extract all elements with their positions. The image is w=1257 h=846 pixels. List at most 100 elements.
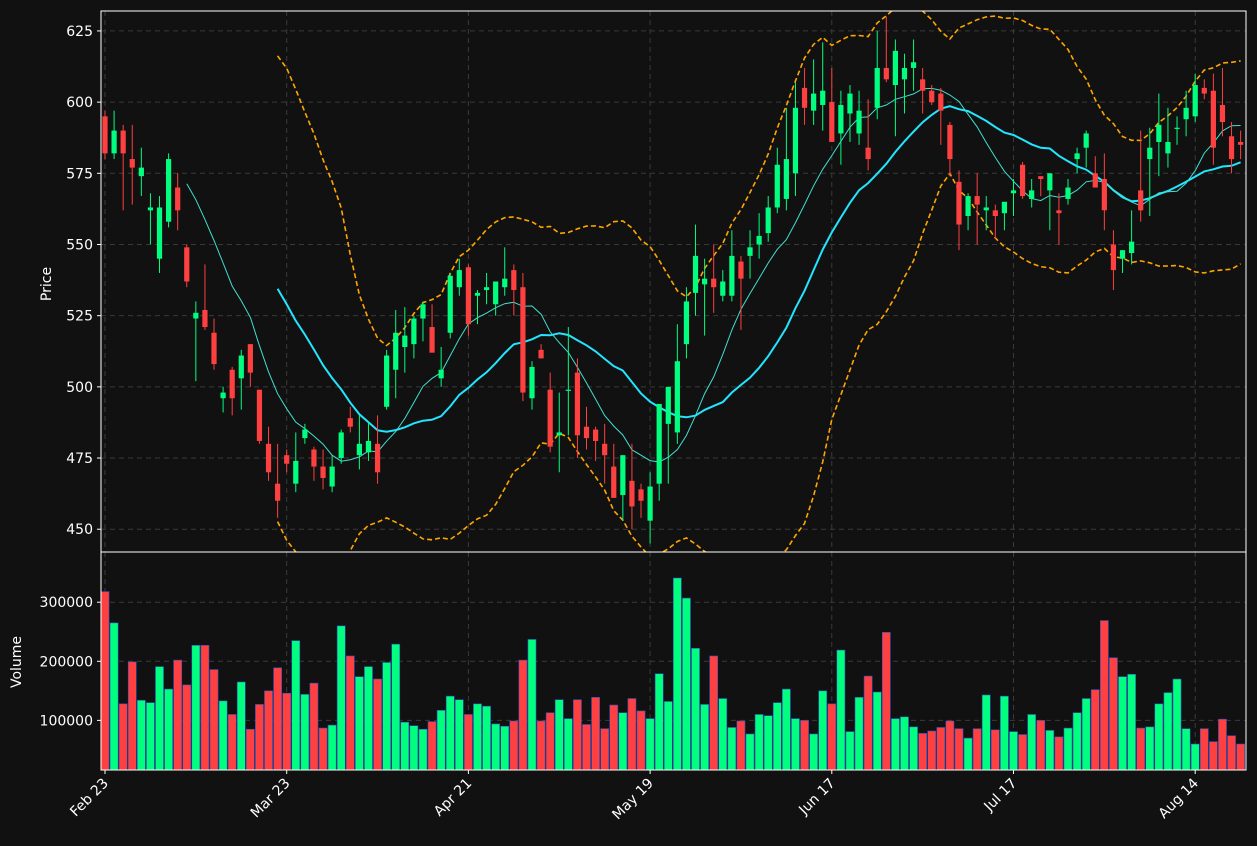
candle-body: [1010, 190, 1017, 194]
volume-bar: [1218, 718, 1227, 770]
candle-body: [738, 261, 744, 279]
candle-body: [547, 389, 553, 447]
candle-body: [956, 181, 962, 225]
volume-bar: [654, 673, 664, 770]
volume-bar: [1172, 678, 1182, 770]
volume-bar: [164, 688, 173, 770]
candle-body: [674, 361, 680, 433]
volume-bar: [264, 690, 273, 770]
candle-body: [856, 110, 862, 134]
candle-body: [538, 349, 544, 359]
candle-body: [720, 281, 726, 296]
volume-bar: [355, 676, 364, 770]
candle-body: [329, 466, 335, 487]
candle-body: [647, 486, 653, 521]
volume-bar: [127, 661, 137, 770]
candle-body: [611, 466, 617, 498]
candle-body: [384, 355, 390, 407]
candle-body: [1147, 147, 1153, 160]
volume-bar: [563, 718, 573, 770]
candle-body: [838, 104, 844, 134]
candle-body: [938, 93, 944, 111]
volume-bar: [1163, 692, 1173, 770]
candle-body: [1238, 141, 1244, 145]
volume-bar: [772, 702, 782, 770]
volume-bar: [345, 655, 355, 770]
volume-bar: [981, 694, 991, 770]
volume-bar: [1145, 726, 1155, 770]
candle-body: [756, 235, 762, 245]
candle-body: [311, 449, 317, 467]
candle-body: [1201, 87, 1207, 94]
candle-body: [692, 255, 699, 293]
candle-body: [1038, 176, 1044, 179]
volume-ytick-label: 100000: [40, 713, 93, 729]
candle-body: [556, 432, 562, 436]
candle-body: [438, 369, 444, 379]
candle-body: [892, 50, 898, 86]
volume-bar: [391, 643, 401, 770]
volume-bar: [1136, 727, 1146, 770]
volume-bar: [682, 597, 691, 770]
ma10-line: [186, 87, 1241, 463]
volume-bar: [809, 733, 818, 770]
candle-body: [520, 287, 526, 393]
volume-bar: [273, 667, 282, 770]
volume-bar: [600, 728, 610, 770]
candle-body: [602, 443, 608, 456]
volume-bar: [218, 700, 228, 770]
volume-bar: [1027, 714, 1037, 770]
volume-bar: [318, 727, 328, 770]
candle-body: [1192, 85, 1198, 117]
candle-body: [393, 332, 399, 370]
candle-body: [883, 67, 889, 80]
volume-ytick-label: 300000: [40, 595, 93, 611]
volume-bar: [1109, 657, 1118, 770]
volume-bar: [427, 721, 437, 770]
candle-body: [910, 62, 917, 68]
volume-bar: [445, 695, 455, 770]
candles-layer: [102, 16, 1244, 544]
candle-body: [102, 116, 108, 154]
volume-bar: [482, 705, 491, 770]
candle-body: [947, 124, 953, 160]
price-ytick-label: 500: [66, 380, 93, 396]
candle-body: [620, 455, 626, 496]
price-ytick-label: 625: [66, 24, 93, 40]
volume-bar: [527, 639, 537, 770]
volume-bar: [663, 701, 673, 770]
candle-body: [574, 372, 581, 436]
candle-body: [511, 270, 517, 291]
candle-body: [729, 255, 735, 296]
volume-bar: [1063, 727, 1073, 770]
candle-body: [256, 389, 263, 441]
candle-body: [456, 270, 462, 288]
volume-bar: [972, 728, 982, 770]
candle-body: [783, 159, 789, 199]
volume-axis-label: Volume: [9, 636, 25, 688]
volume-bar: [909, 726, 918, 770]
candle-body: [638, 489, 644, 501]
volume-bar: [509, 720, 519, 770]
volume-bar: [709, 655, 719, 770]
volume-bar: [691, 647, 700, 770]
volume-bar: [191, 645, 201, 770]
candle-body: [420, 304, 426, 319]
volume-bar: [136, 699, 146, 770]
candle-body: [801, 87, 808, 108]
candle-body: [711, 278, 717, 288]
volume-bar: [282, 692, 292, 770]
candle-body: [656, 403, 662, 484]
volume-bar: [918, 733, 927, 770]
volume-bar: [627, 698, 637, 770]
volume-bar: [418, 728, 428, 770]
candle-body: [665, 386, 671, 424]
candle-body: [1210, 90, 1216, 148]
volume-bar: [891, 718, 900, 770]
volume-bar: [845, 731, 855, 770]
candle-body: [1228, 136, 1235, 160]
volume-bar: [881, 632, 891, 770]
volume-bar: [454, 699, 464, 770]
